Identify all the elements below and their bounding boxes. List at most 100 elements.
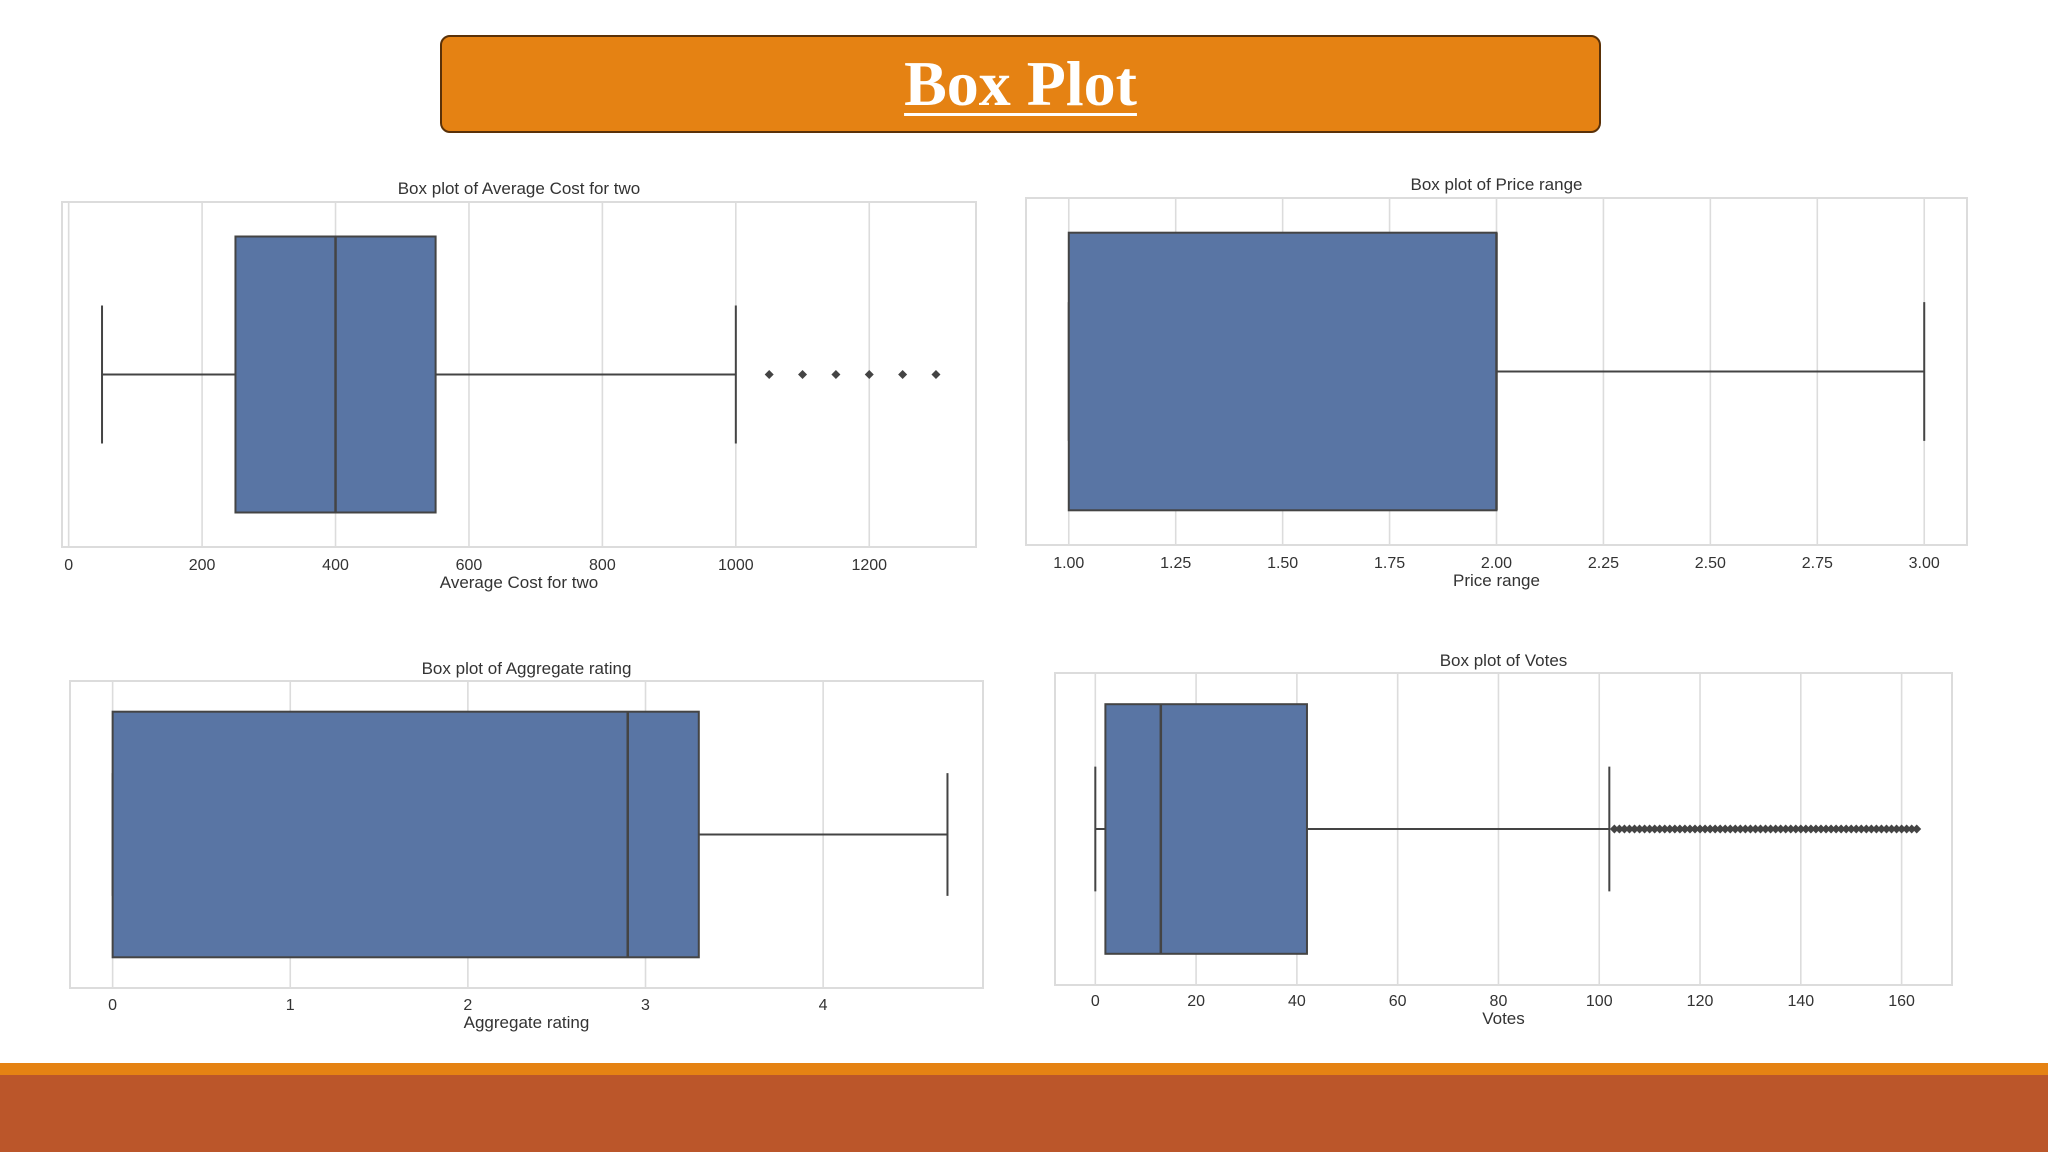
iqr-box (1104, 703, 1308, 955)
outlier-point (1826, 824, 1836, 834)
x-tick-label: 3.00 (1909, 555, 1940, 572)
outlier-point (1624, 824, 1634, 834)
iqr-box (111, 710, 700, 959)
outlier-point (1821, 824, 1831, 834)
outlier-point (931, 370, 941, 379)
outlier-point (1756, 824, 1766, 834)
outlier-point (1725, 824, 1735, 834)
outlier-point (1887, 824, 1897, 834)
outlier-point (1776, 824, 1786, 834)
outlier-point (1781, 824, 1791, 834)
outlier-point (1816, 824, 1826, 834)
outlier-point (1720, 824, 1730, 834)
outlier-point (1609, 824, 1619, 834)
outlier-point (1761, 824, 1771, 834)
x-tick-label: 800 (589, 557, 616, 574)
x-tick-label: 80 (1490, 993, 1508, 1010)
outlier-point (1630, 824, 1640, 834)
outlier-point (1897, 824, 1907, 834)
outlier-point (1710, 824, 1720, 834)
outlier-point (1841, 824, 1851, 834)
outlier-point (1907, 824, 1917, 834)
slide-title: Box Plot (904, 48, 1137, 119)
outlier-point (1811, 824, 1821, 834)
outlier-point (1660, 824, 1670, 834)
x-tick-label: 1.25 (1160, 555, 1191, 572)
x-axis-label: Aggregate rating (464, 1013, 590, 1032)
outlier-point (1856, 824, 1866, 834)
x-axis-label: Votes (1482, 1009, 1525, 1028)
outlier-point (1851, 824, 1861, 834)
box-plot-3: 0 1 2 3 4 Box plot of Aggregate rating Aggrega… (69, 659, 984, 1032)
outlier-point (1685, 824, 1695, 834)
outlier-point (1750, 824, 1760, 834)
x-tick-label: 2.25 (1588, 555, 1619, 572)
x-tick-label: 1.00 (1053, 555, 1084, 572)
chart-title: Box plot of Average Cost for two (398, 179, 641, 198)
box-plot-4: 0 20 40 60 80 100 120 140 160 Box plot of Votes Vo… (1054, 651, 1953, 1028)
x-tick-label: 2.50 (1695, 555, 1726, 572)
x-tick-label: 0 (1091, 993, 1100, 1010)
x-tick-label: 1.50 (1267, 555, 1298, 572)
outlier-point (1866, 824, 1876, 834)
x-axis-label: Average Cost for two (440, 573, 598, 592)
x-tick-label: 140 (1787, 993, 1814, 1010)
outlier-point (1680, 824, 1690, 834)
x-tick-label: 1 (286, 997, 295, 1014)
outlier-point (898, 370, 908, 379)
outlier-point (831, 370, 841, 379)
outlier-point (1695, 824, 1705, 834)
x-tick-label: 1.75 (1374, 555, 1405, 572)
outlier-point (1902, 824, 1912, 834)
chart-title: Box plot of Aggregate rating (422, 659, 632, 678)
outlier-point (1655, 824, 1665, 834)
outlier-point (1670, 824, 1680, 834)
outlier-point (764, 370, 774, 379)
x-tick-label: 400 (322, 557, 349, 574)
outlier-point (1730, 824, 1740, 834)
footer-stripe (0, 1063, 2048, 1075)
box-plot-2: 1.00 1.25 1.50 1.75 2.00 2.25 2.50 2.75 3.00 Box … (1025, 175, 1968, 590)
chart-title: Box plot of Votes (1440, 651, 1568, 670)
x-tick-label: 1000 (718, 557, 754, 574)
outlier-point (1881, 824, 1891, 834)
outlier-point (1892, 824, 1902, 834)
box-plots-figure: 0 200 400 600 800 1000 1200 Box plot of Average… (61, 175, 1968, 1032)
x-tick-label: 100 (1586, 993, 1613, 1010)
outlier-point (1619, 824, 1629, 834)
outlier-point (1645, 824, 1655, 834)
x-tick-label: 4 (819, 997, 828, 1014)
outlier-point (1801, 824, 1811, 834)
outlier-point (1690, 824, 1700, 834)
x-tick-label: 120 (1687, 993, 1714, 1010)
outlier-point (1740, 824, 1750, 834)
outlier-point (1876, 824, 1886, 834)
x-tick-label: 200 (189, 557, 216, 574)
outlier-point (1791, 824, 1801, 834)
outlier-point (1871, 824, 1881, 834)
iqr-box (1067, 231, 1498, 512)
x-tick-label: 1200 (851, 557, 887, 574)
x-tick-label: 600 (456, 557, 483, 574)
x-tick-label: 20 (1187, 993, 1205, 1010)
x-tick-label: 2 (463, 997, 472, 1014)
outlier-point (1715, 824, 1725, 834)
x-tick-label: 2.00 (1481, 555, 1512, 572)
outlier-point (1786, 824, 1796, 834)
outlier-point (1836, 824, 1846, 834)
box-plot-1: 0 200 400 600 800 1000 1200 Box plot of Average… (61, 179, 977, 592)
footer-band (0, 1075, 2048, 1152)
outlier-point (1665, 824, 1675, 834)
outlier-point (1700, 824, 1710, 834)
outlier-point (1675, 824, 1685, 834)
outlier-point (1861, 824, 1871, 834)
outlier-point (1912, 824, 1922, 834)
outlier-point (1640, 824, 1650, 834)
x-tick-label: 160 (1888, 993, 1915, 1010)
outlier-point (1650, 824, 1660, 834)
outlier-point (1766, 824, 1776, 834)
outlier-point (1735, 824, 1745, 834)
outlier-point (1745, 824, 1755, 834)
outlier-point (1831, 824, 1841, 834)
outlier-point (864, 370, 874, 379)
